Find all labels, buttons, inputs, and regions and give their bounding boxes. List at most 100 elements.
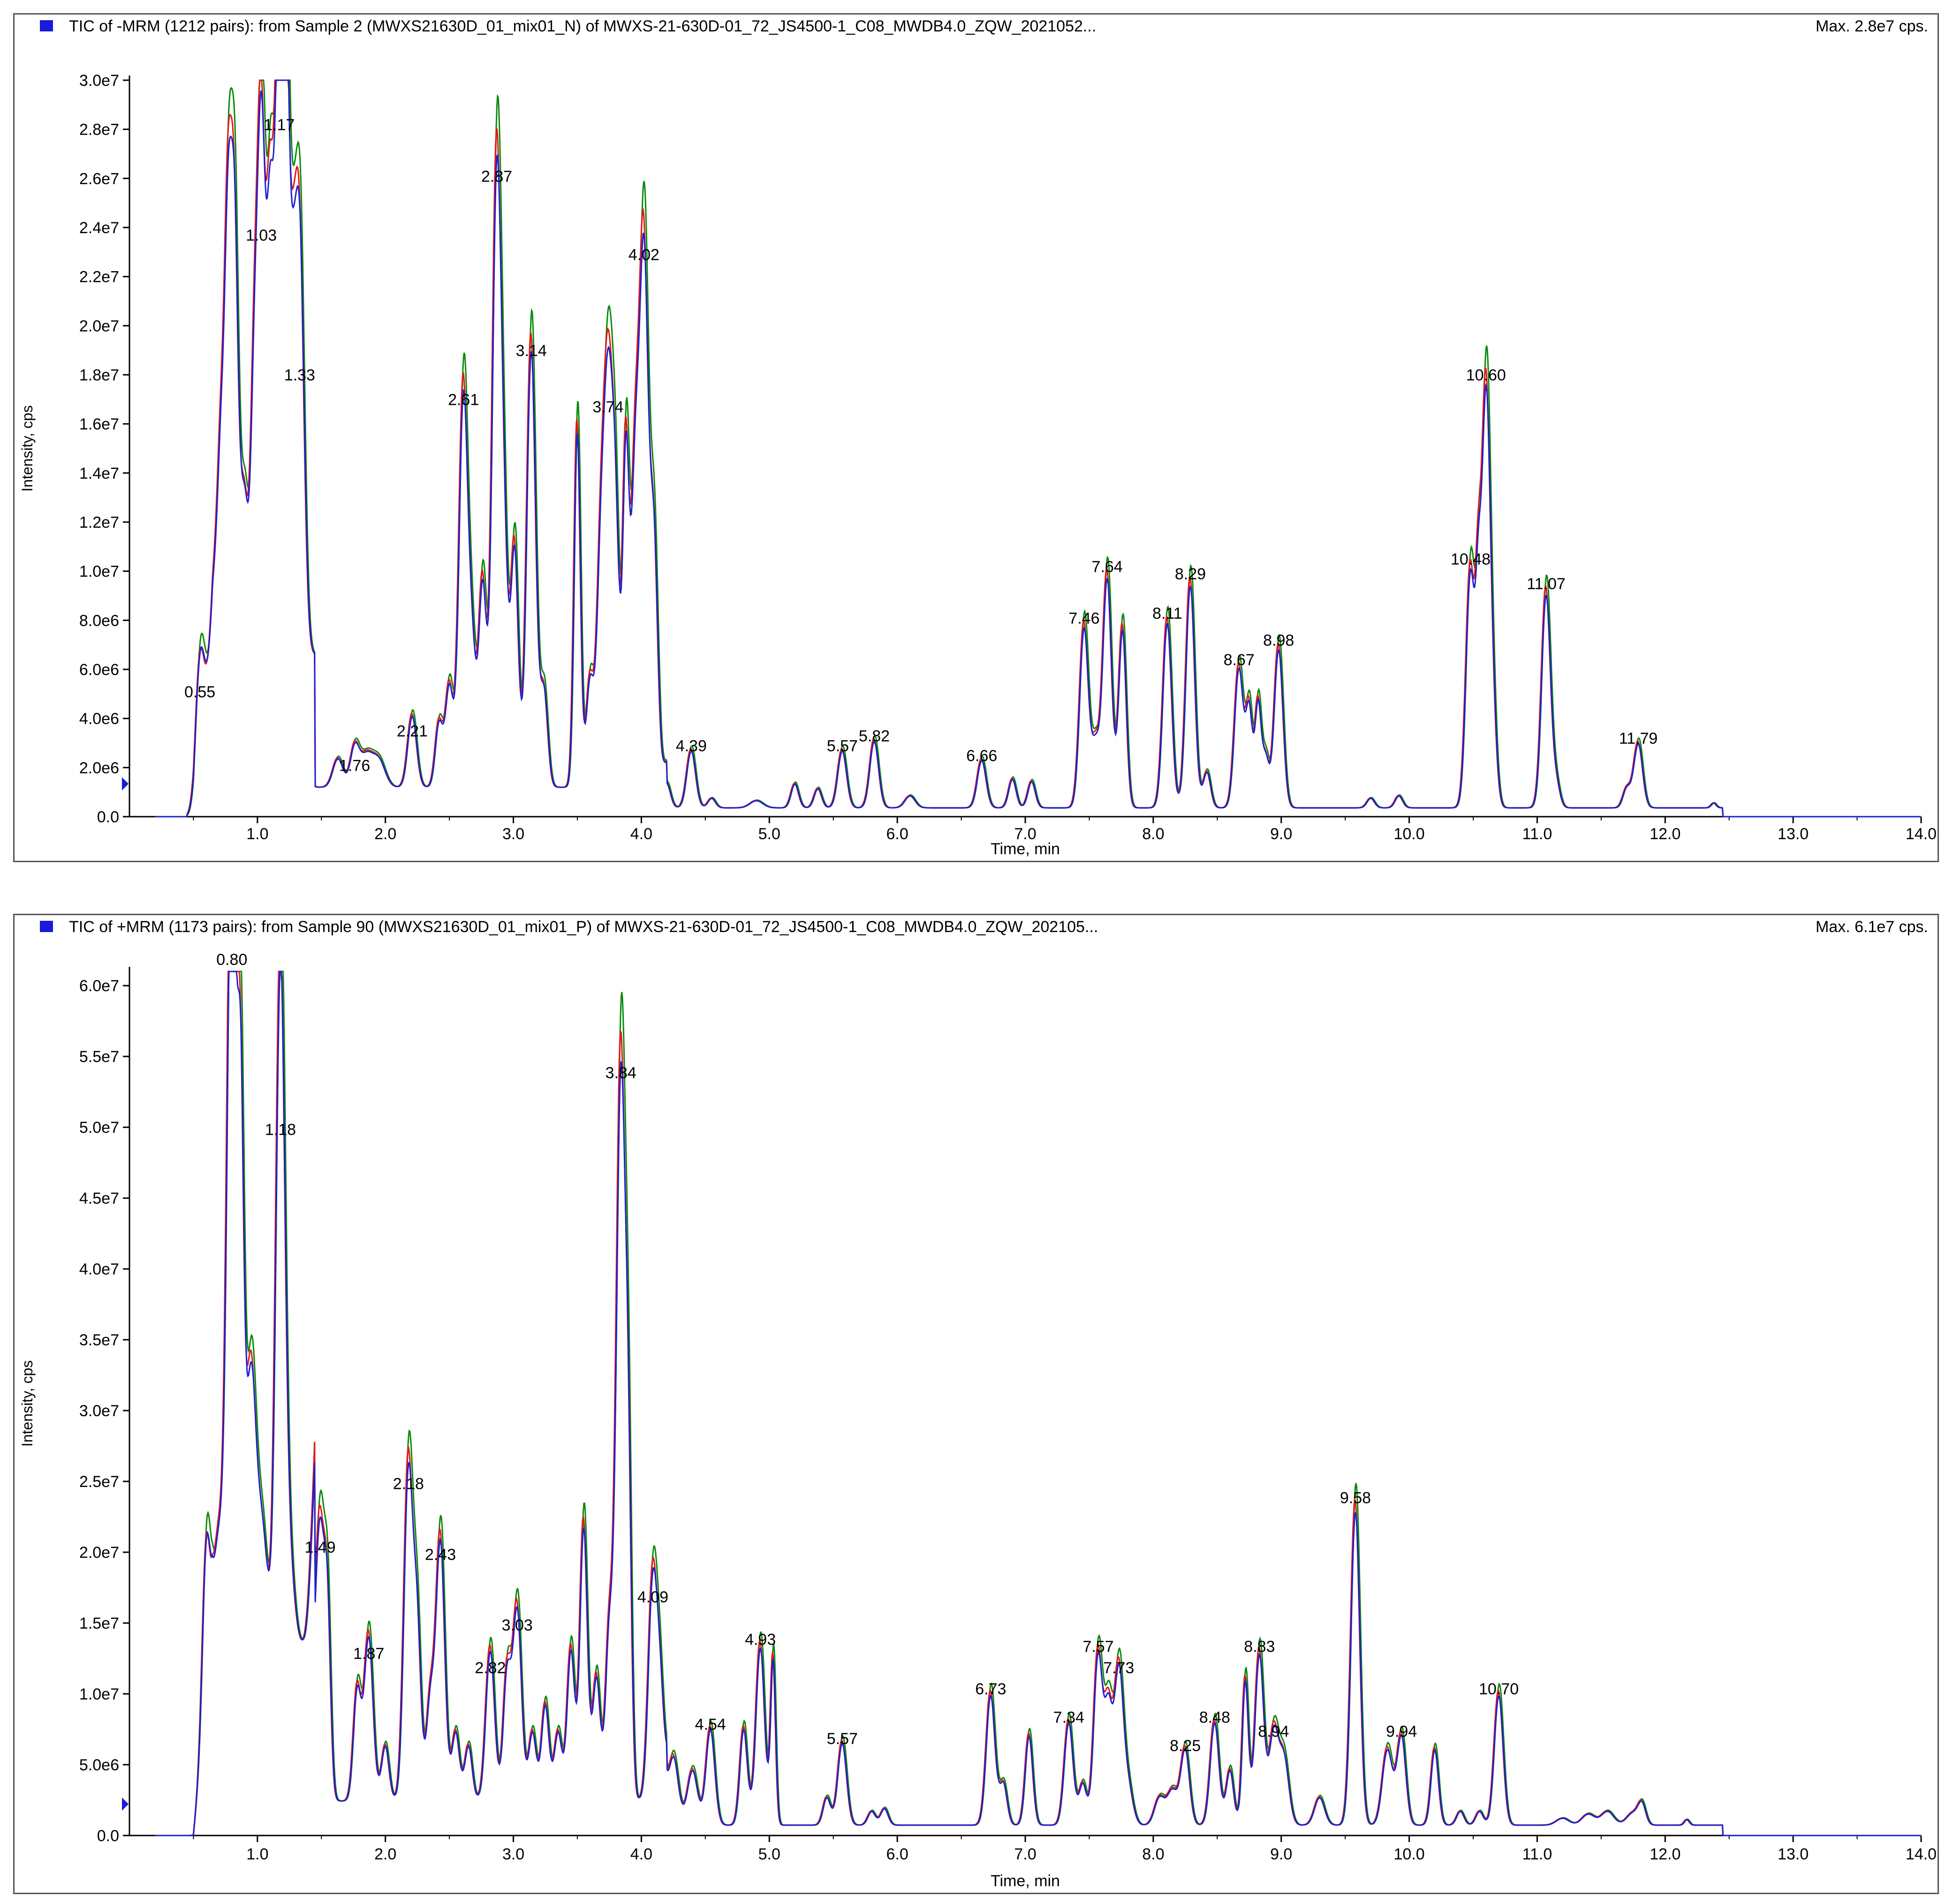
y-tick-label: 2.0e7 xyxy=(79,1544,119,1562)
peak-label: 8.48 xyxy=(1199,1709,1230,1727)
peak-label: 2.43 xyxy=(425,1546,456,1563)
x-tick-label: 11.0 xyxy=(1522,825,1552,843)
peak-label: 3.84 xyxy=(606,1064,636,1082)
peak-label: 2.82 xyxy=(475,1659,506,1677)
tic-trace-green xyxy=(155,971,1921,1836)
x-tick-label: 1.0 xyxy=(246,1845,268,1863)
peak-label: 5.57 xyxy=(827,737,858,755)
y-tick-label: 0.0 xyxy=(97,1827,119,1845)
x-tick-label: 9.0 xyxy=(1270,1845,1292,1863)
peak-label: 11.79 xyxy=(1619,730,1658,748)
chromatogram-panel-negative: TIC of -MRM (1212 pairs): from Sample 2 … xyxy=(13,13,1939,862)
peak-label: 4.09 xyxy=(637,1588,668,1606)
peak-label: 4.93 xyxy=(745,1631,776,1648)
x-tick-label: 11.0 xyxy=(1522,1845,1552,1863)
y-tick-label: 4.5e7 xyxy=(79,1190,119,1207)
x-tick-label: 8.0 xyxy=(1142,1845,1164,1863)
x-tick-label: 2.0 xyxy=(374,1845,396,1863)
peak-label: 1.76 xyxy=(339,757,370,774)
peak-label: 3.14 xyxy=(516,342,547,360)
peak-label: 3.74 xyxy=(592,398,623,416)
y-tick-label: 5.0e6 xyxy=(79,1756,119,1774)
y-tick-label: 8.0e6 xyxy=(79,612,119,630)
peak-label: 2.87 xyxy=(481,167,512,185)
peak-label: 8.29 xyxy=(1175,565,1206,583)
peak-label: 8.83 xyxy=(1244,1638,1275,1656)
x-tick-label: 5.0 xyxy=(758,825,780,843)
x-tick-label: 12.0 xyxy=(1650,825,1680,843)
peak-label: 8.25 xyxy=(1170,1737,1201,1755)
peak-label: 0.55 xyxy=(184,683,215,701)
x-tick-label: 5.0 xyxy=(758,1845,780,1863)
chromatogram-panel-positive: TIC of +MRM (1173 pairs): from Sample 90… xyxy=(13,914,1939,1894)
peak-label: 10.60 xyxy=(1466,366,1506,384)
peak-label: 9.94 xyxy=(1386,1723,1417,1741)
x-tick-label: 14.0 xyxy=(1906,1845,1937,1863)
y-tick-label: 3.0e7 xyxy=(79,72,119,90)
tic-trace-red xyxy=(155,79,1921,818)
y-tick-label: 5.5e7 xyxy=(79,1048,119,1066)
x-tick-label: 9.0 xyxy=(1270,825,1292,843)
y-tick-label: 4.0e6 xyxy=(79,710,119,728)
peak-label: 1.03 xyxy=(246,227,277,244)
x-tick-label: 1.0 xyxy=(246,825,268,843)
y-tick-label: 1.0e7 xyxy=(79,1685,119,1703)
tic-trace-blue xyxy=(155,79,1921,818)
x-tick-label: 2.0 xyxy=(374,825,396,843)
x-axis-title: Time, min xyxy=(991,840,1060,858)
peak-label: 8.11 xyxy=(1152,605,1182,622)
y-tick-label: 2.2e7 xyxy=(79,268,119,286)
peak-label: 2.21 xyxy=(397,722,428,740)
x-tick-label: 8.0 xyxy=(1142,825,1164,843)
y-tick-label: 1.6e7 xyxy=(79,416,119,433)
y-tick-label: 2.0e7 xyxy=(79,317,119,335)
peak-label: 3.03 xyxy=(502,1616,533,1634)
x-tick-label: 12.0 xyxy=(1650,1845,1680,1863)
panel-title: TIC of -MRM (1212 pairs): from Sample 2 … xyxy=(69,17,1097,35)
peak-label: 1.87 xyxy=(353,1645,384,1663)
tic-trace-red xyxy=(155,971,1921,1836)
peak-label: 5.57 xyxy=(827,1730,858,1748)
peak-label: 8.98 xyxy=(1263,631,1294,649)
x-tick-label: 10.0 xyxy=(1393,1845,1424,1863)
peak-label: 7.34 xyxy=(1053,1709,1084,1727)
peak-label: 4.39 xyxy=(676,737,707,755)
x-tick-label: 6.0 xyxy=(886,825,908,843)
y-tick-label: 1.5e7 xyxy=(79,1615,119,1632)
y-tick-label: 2.8e7 xyxy=(79,121,119,139)
peak-label: 11.07 xyxy=(1527,575,1566,593)
legend-swatch-icon xyxy=(40,921,53,932)
panel-header: TIC of +MRM (1173 pairs): from Sample 90… xyxy=(15,915,1938,941)
peak-label: 1.18 xyxy=(265,1121,296,1138)
y-tick-label: 1.8e7 xyxy=(79,366,119,384)
x-tick-label: 3.0 xyxy=(502,825,524,843)
y-axis-marker-icon xyxy=(122,1798,129,1811)
peak-label: 7.64 xyxy=(1092,558,1123,576)
y-tick-label: 3.5e7 xyxy=(79,1331,119,1349)
y-tick-label: 4.0e7 xyxy=(79,1260,119,1278)
x-axis-title: Time, min xyxy=(991,1872,1060,1890)
y-tick-label: 3.0e7 xyxy=(79,1402,119,1420)
peak-label: 8.67 xyxy=(1224,651,1255,669)
x-tick-label: 13.0 xyxy=(1778,825,1809,843)
peak-label: 1.17 xyxy=(264,116,295,134)
peak-label: 9.58 xyxy=(1340,1489,1371,1507)
panel-title: TIC of +MRM (1173 pairs): from Sample 90… xyxy=(69,918,1098,936)
y-tick-label: 2.0e6 xyxy=(79,759,119,777)
peak-label: 1.33 xyxy=(284,366,315,384)
peak-label: 10.48 xyxy=(1451,551,1491,569)
peak-label: 2.61 xyxy=(448,391,479,409)
peak-label: 4.54 xyxy=(695,1716,726,1734)
y-tick-label: 1.4e7 xyxy=(79,464,119,482)
peak-label: 6.73 xyxy=(975,1680,1006,1698)
x-tick-label: 6.0 xyxy=(886,1845,908,1863)
peak-label: 7.57 xyxy=(1082,1638,1113,1656)
max-intensity-label: Max. 2.8e7 cps. xyxy=(1815,17,1928,35)
x-tick-label: 14.0 xyxy=(1906,825,1937,843)
panel-header: TIC of -MRM (1212 pairs): from Sample 2 … xyxy=(15,15,1938,41)
y-tick-label: 2.4e7 xyxy=(79,219,119,237)
peak-label: 8.94 xyxy=(1258,1723,1289,1741)
tic-trace-blue xyxy=(155,971,1921,1836)
peak-label: 2.18 xyxy=(393,1475,424,1493)
y-tick-label: 5.0e7 xyxy=(79,1119,119,1137)
